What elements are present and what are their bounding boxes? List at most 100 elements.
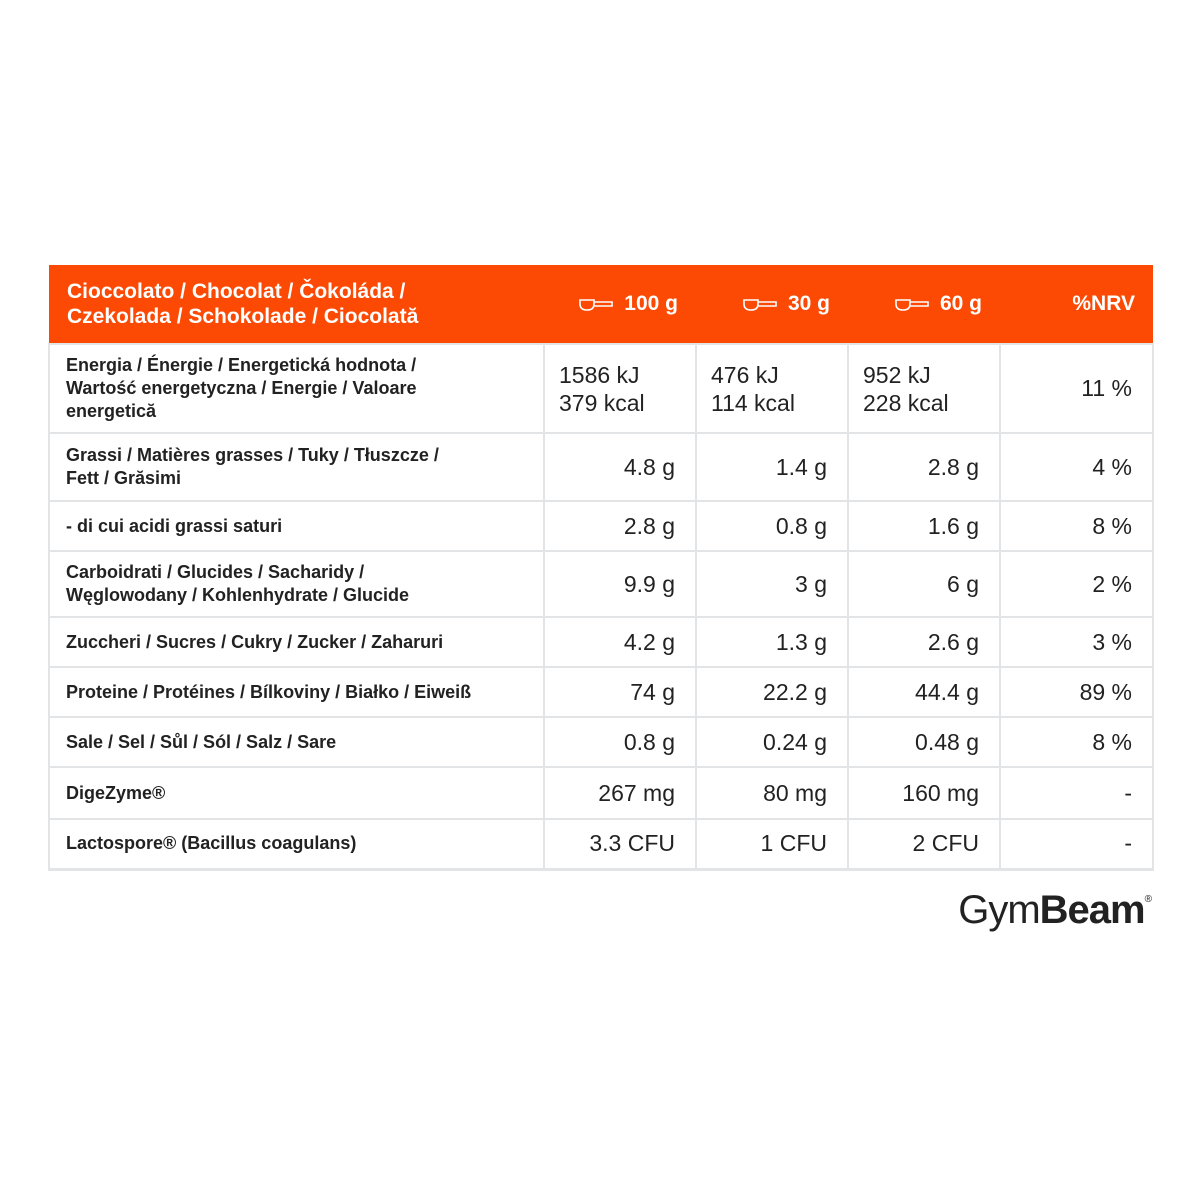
value-cell: 8 % <box>999 500 1154 552</box>
scoop-icon <box>579 299 614 312</box>
row-label: Grassi / Matières grasses / Tuky / Tłusz… <box>48 432 545 502</box>
header-title: Cioccolato / Chocolat / Čokoláda / Czekol… <box>49 265 544 344</box>
value-cell: 0.8 g <box>543 716 697 768</box>
value-cell: 8 % <box>999 716 1154 768</box>
row-label: DigeZyme® <box>48 766 545 820</box>
value-text: 267 mg <box>598 779 675 806</box>
row-label-line: energetică <box>66 401 157 421</box>
value-text: 114 kcal <box>711 389 795 416</box>
logo: GymBeam® <box>958 888 1152 933</box>
table-row: - di cui acidi grassi saturi 2.8 g 0.8 g 1.… <box>48 500 1154 552</box>
value-cell: 1.3 g <box>695 616 849 668</box>
value-cell: 2 % <box>999 550 1154 618</box>
row-label-line: Sale / Sel / Sůl / Sól / Salz / Sare <box>66 731 337 752</box>
row-label-line: Energia / Énergie / Energetická hodnota … <box>66 355 417 375</box>
value-text: 4 % <box>1092 453 1132 480</box>
value-text: 2 % <box>1092 570 1132 597</box>
value-text: 80 mg <box>763 779 827 806</box>
value-text: 2.6 g <box>927 628 979 655</box>
value-text: 476 kJ <box>711 361 779 388</box>
value-cell: 6 g <box>847 550 1001 618</box>
header-column-label: %NRV <box>1072 292 1135 315</box>
value-text: 2.8 g <box>623 512 675 539</box>
value-text: 952 kJ <box>863 361 931 388</box>
value-text: 1.6 g <box>927 512 979 539</box>
row-label: - di cui acidi grassi saturi <box>48 500 545 552</box>
value-cell: 267 mg <box>543 766 697 820</box>
value-cell: 2.8 g <box>543 500 697 552</box>
value-cell: 22.2 g <box>695 666 849 718</box>
value-cell: 11 % <box>999 343 1154 434</box>
value-text: 1 CFU <box>760 830 827 857</box>
value-text: - <box>1124 779 1132 806</box>
value-text: 0.8 g <box>623 728 675 755</box>
logo-light: Gym <box>958 888 1040 932</box>
value-cell: 4.8 g <box>543 432 697 502</box>
row-label-line: Fett / Grăsimi <box>66 468 182 488</box>
row-label-line: Carboidrati / Glucides / Sacharidy / <box>66 562 365 582</box>
value-text: 0.48 g <box>915 728 979 755</box>
value-text: 3 g <box>795 570 827 597</box>
header-column: 100 g <box>544 265 696 344</box>
value-text: 9.9 g <box>623 570 675 597</box>
value-text: 0.24 g <box>763 728 827 755</box>
table-row: DigeZyme® 267 mg 80 mg 160 mg - <box>48 766 1154 820</box>
value-text: - <box>1124 830 1132 857</box>
scoop-icon <box>743 299 777 312</box>
row-label-line: Grassi / Matières grasses / Tuky / Tłusz… <box>66 445 439 465</box>
value-cell: 1586 kJ 379 kcal <box>543 343 697 434</box>
value-cell: 1.6 g <box>847 500 1001 552</box>
header-column: %NRV <box>1000 265 1153 344</box>
value-cell: 952 kJ 228 kcal <box>847 343 1001 434</box>
value-text: 4.8 g <box>623 453 675 480</box>
value-text: 44.4 g <box>915 678 979 705</box>
row-label-line: Wartość energetyczna / Energie / Valoare <box>66 378 417 398</box>
value-cell: 0.48 g <box>847 716 1001 768</box>
header-column: 30 g <box>696 265 848 344</box>
row-label: Carboidrati / Glucides / Sacharidy / Węgl… <box>48 550 545 618</box>
value-text: 3 % <box>1092 628 1132 655</box>
header-column: 60 g <box>848 265 1000 344</box>
value-cell: 2.8 g <box>847 432 1001 502</box>
value-text: 89 % <box>1079 678 1132 705</box>
row-label: Sale / Sel / Sůl / Sól / Salz / Sare <box>48 716 545 768</box>
value-text: 8 % <box>1092 512 1132 539</box>
value-cell: 9.9 g <box>543 550 697 618</box>
value-cell: 1 CFU <box>695 818 849 871</box>
value-text: 74 g <box>630 678 675 705</box>
row-label-line: DigeZyme® <box>66 782 166 803</box>
value-cell: 2 CFU <box>847 818 1001 871</box>
value-cell: 89 % <box>999 666 1154 718</box>
header-column-label: 100 g <box>624 292 678 315</box>
value-cell: 0.24 g <box>695 716 849 768</box>
value-cell: 2.6 g <box>847 616 1001 668</box>
value-text: 228 kcal <box>863 389 949 416</box>
table-row: Zuccheri / Sucres / Cukry / Zucker / Zah… <box>48 616 1154 668</box>
table-row: Lactospore® (Bacillus coagulans) 3.3 CFU 1… <box>48 818 1154 871</box>
logo-bold: Beam <box>1039 888 1146 932</box>
value-cell: 74 g <box>543 666 697 718</box>
value-cell: 44.4 g <box>847 666 1001 718</box>
value-cell: - <box>999 818 1154 871</box>
row-label-line: - di cui acidi grassi saturi <box>66 515 283 536</box>
row-label: Zuccheri / Sucres / Cukry / Zucker / Zah… <box>48 616 545 668</box>
value-text: 0.8 g <box>775 512 827 539</box>
header-column-label: 30 g <box>787 292 830 315</box>
header-title-line: Czekolada / Schokolade / Ciocolată <box>67 305 419 328</box>
table-row: Carboidrati / Glucides / Sacharidy / Węgl… <box>48 550 1154 618</box>
row-label: Proteine / Protéines / Bílkoviny / Białk… <box>48 666 545 718</box>
value-text: 22.2 g <box>763 678 827 705</box>
value-text: 1586 kJ <box>559 361 640 388</box>
value-text: 11 % <box>1081 375 1132 401</box>
value-text: 2.8 g <box>927 453 979 480</box>
row-label-line: Zuccheri / Sucres / Cukry / Zucker / Zah… <box>66 631 444 652</box>
value-cell: 1.4 g <box>695 432 849 502</box>
value-cell: 80 mg <box>695 766 849 820</box>
row-label-line: Lactospore® (Bacillus coagulans) <box>66 833 357 854</box>
row-label: Lactospore® (Bacillus coagulans) <box>48 818 545 871</box>
row-label-line: Węglowodany / Kohlenhydrate / Glucide <box>66 585 410 605</box>
value-cell: 3 g <box>695 550 849 618</box>
row-label-line: Proteine / Protéines / Bílkoviny / Białk… <box>66 681 472 702</box>
value-text: 1.4 g <box>775 453 827 480</box>
